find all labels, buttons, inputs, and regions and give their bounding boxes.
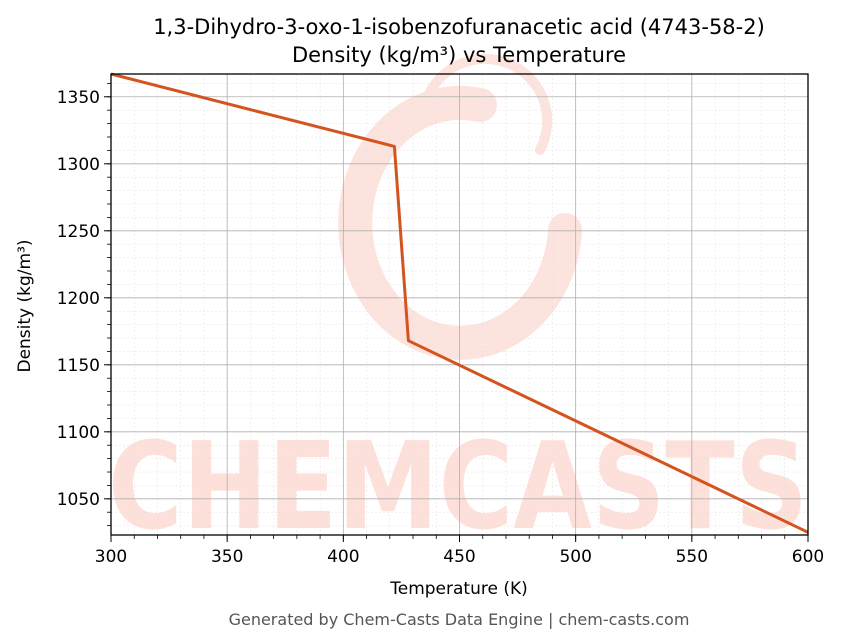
chart-title: 1,3-Dihydro-3-oxo-1-isobenzofuranacetic …	[153, 15, 765, 39]
axis-ticks: 300 350 400 450 500 550 600 1050 1100 1150 1200 125…	[57, 82, 824, 567]
x-tick-label: 600	[792, 547, 824, 567]
y-tick-label: 1100	[57, 423, 100, 443]
density-line	[110, 72, 809, 534]
watermark-logo-icon	[338, 53, 582, 360]
y-tick-label: 1200	[57, 289, 100, 309]
x-tick-label: 500	[559, 547, 591, 567]
footer-credit: Generated by Chem-Casts Data Engine | ch…	[229, 610, 690, 629]
x-tick-label: 400	[327, 547, 359, 567]
plot-series	[110, 72, 809, 534]
x-tick-label: 550	[676, 547, 708, 567]
y-tick-label: 1350	[57, 88, 100, 108]
y-tick-label: 1150	[57, 356, 100, 376]
x-axis-label: Temperature (K)	[389, 579, 528, 599]
y-tick-label: 1050	[57, 490, 100, 510]
y-tick-label: 1300	[57, 155, 100, 175]
y-axis-label: Density (kg/m³)	[15, 239, 35, 372]
chart-subtitle: Density (kg/m³) vs Temperature	[292, 43, 626, 67]
x-tick-label: 300	[95, 547, 127, 567]
y-tick-label: 1250	[57, 222, 100, 242]
x-tick-label: 350	[211, 547, 243, 567]
watermark: CHEMCASTS	[108, 53, 808, 557]
x-tick-label: 450	[443, 547, 475, 567]
watermark-text: CHEMCASTS	[108, 418, 808, 557]
